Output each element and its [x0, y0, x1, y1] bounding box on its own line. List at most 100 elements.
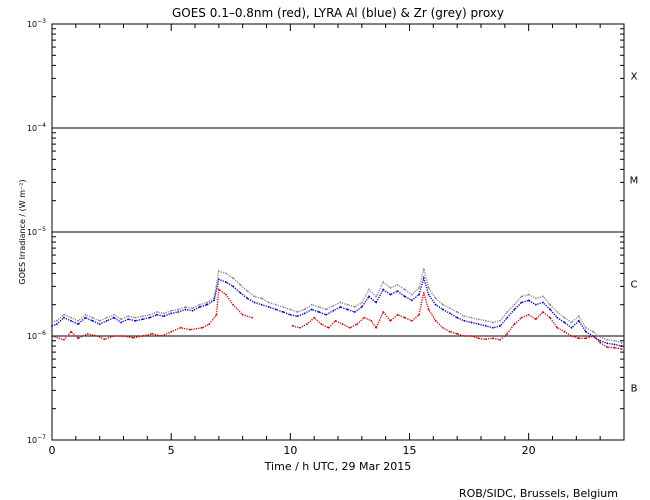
data-point [51, 325, 53, 327]
data-point [456, 316, 459, 319]
data-point [410, 293, 413, 296]
data-point [113, 335, 115, 337]
data-point [492, 337, 494, 340]
data-point [232, 285, 235, 288]
flare-class-labels: B C M X [630, 71, 639, 394]
data-point [441, 308, 444, 311]
data-point [520, 295, 523, 298]
data-point [267, 301, 270, 304]
data-point [606, 346, 609, 349]
data-point [534, 318, 537, 321]
data-point [225, 293, 227, 296]
data-point [484, 325, 487, 327]
data-point [113, 313, 115, 316]
x-axis-label: Time / h UTC, 29 Mar 2015 [264, 460, 412, 473]
data-point [353, 306, 356, 308]
data-point [492, 321, 494, 324]
data-point [208, 323, 211, 326]
data-point [410, 319, 413, 322]
data-point [177, 311, 180, 313]
data-point [542, 295, 544, 298]
data-point [177, 308, 180, 311]
data-point [520, 316, 523, 319]
data-point [422, 291, 425, 294]
data-point [63, 338, 65, 341]
data-point [370, 319, 373, 322]
data-point [296, 315, 299, 318]
data-point [298, 326, 301, 329]
data-point [418, 287, 420, 289]
x-tick-label: 20 [522, 444, 536, 457]
data-point [339, 306, 342, 308]
data-point [396, 290, 399, 293]
data-point [246, 297, 249, 300]
data-point [396, 313, 399, 316]
data-point [289, 313, 292, 316]
x-tick-label: 0 [49, 444, 56, 457]
data-point [577, 319, 580, 322]
data-point [313, 316, 316, 319]
data-point [122, 335, 125, 337]
data-point [542, 301, 544, 304]
y-axis-label: GOES Irradiance / (W m⁻²) [18, 179, 27, 284]
data-point [527, 313, 530, 316]
y-tick-label: 10−4 [27, 122, 46, 133]
data-point [606, 342, 609, 345]
data-point [606, 338, 609, 341]
data-point [206, 301, 208, 304]
data-point [563, 330, 566, 333]
data-point [389, 287, 392, 289]
data-point [470, 335, 473, 337]
series-line [51, 275, 622, 347]
data-point [484, 338, 487, 341]
data-point [441, 326, 444, 329]
data-point [334, 319, 337, 322]
data-point [275, 303, 277, 306]
data-point [163, 315, 165, 318]
data-point [427, 308, 430, 311]
data-point [513, 323, 516, 326]
footer-credit: ROB/SIDC, Brussels, Belgium [459, 487, 618, 500]
data-point [549, 316, 552, 319]
data-point [499, 325, 501, 327]
data-point [339, 301, 342, 304]
data-point [198, 303, 201, 306]
flare-class-label: C [631, 279, 638, 290]
data-point [325, 313, 327, 316]
data-point [77, 319, 80, 322]
data-point [563, 316, 566, 319]
data-point [289, 308, 292, 311]
data-point [341, 323, 344, 326]
data-point [84, 316, 87, 319]
data-point [492, 326, 494, 329]
data-point [225, 281, 227, 283]
data-point [599, 341, 602, 344]
series-layer [51, 268, 623, 350]
data-point [549, 303, 552, 306]
data-point [434, 319, 437, 322]
data-point [198, 306, 201, 308]
data-point [127, 318, 130, 321]
data-point [63, 313, 65, 316]
data-point [513, 308, 516, 311]
data-point [320, 323, 323, 326]
chart-title: GOES 0.1–0.8nm (red), LYRA Al (blue) & Z… [172, 6, 504, 20]
data-point [206, 303, 208, 306]
data-point [303, 308, 306, 311]
data-point [549, 308, 552, 311]
data-point [434, 303, 437, 306]
data-point [160, 335, 163, 337]
data-point [563, 321, 566, 324]
data-point [184, 308, 187, 311]
data-point [577, 337, 580, 340]
data-point [253, 301, 256, 304]
data-point [179, 326, 182, 329]
data-point [267, 306, 270, 308]
data-point [484, 319, 487, 322]
data-point [449, 307, 451, 310]
series-line [292, 292, 622, 350]
data-point [98, 319, 101, 322]
data-point [360, 301, 363, 304]
data-point [253, 295, 256, 298]
data-point [155, 313, 158, 316]
